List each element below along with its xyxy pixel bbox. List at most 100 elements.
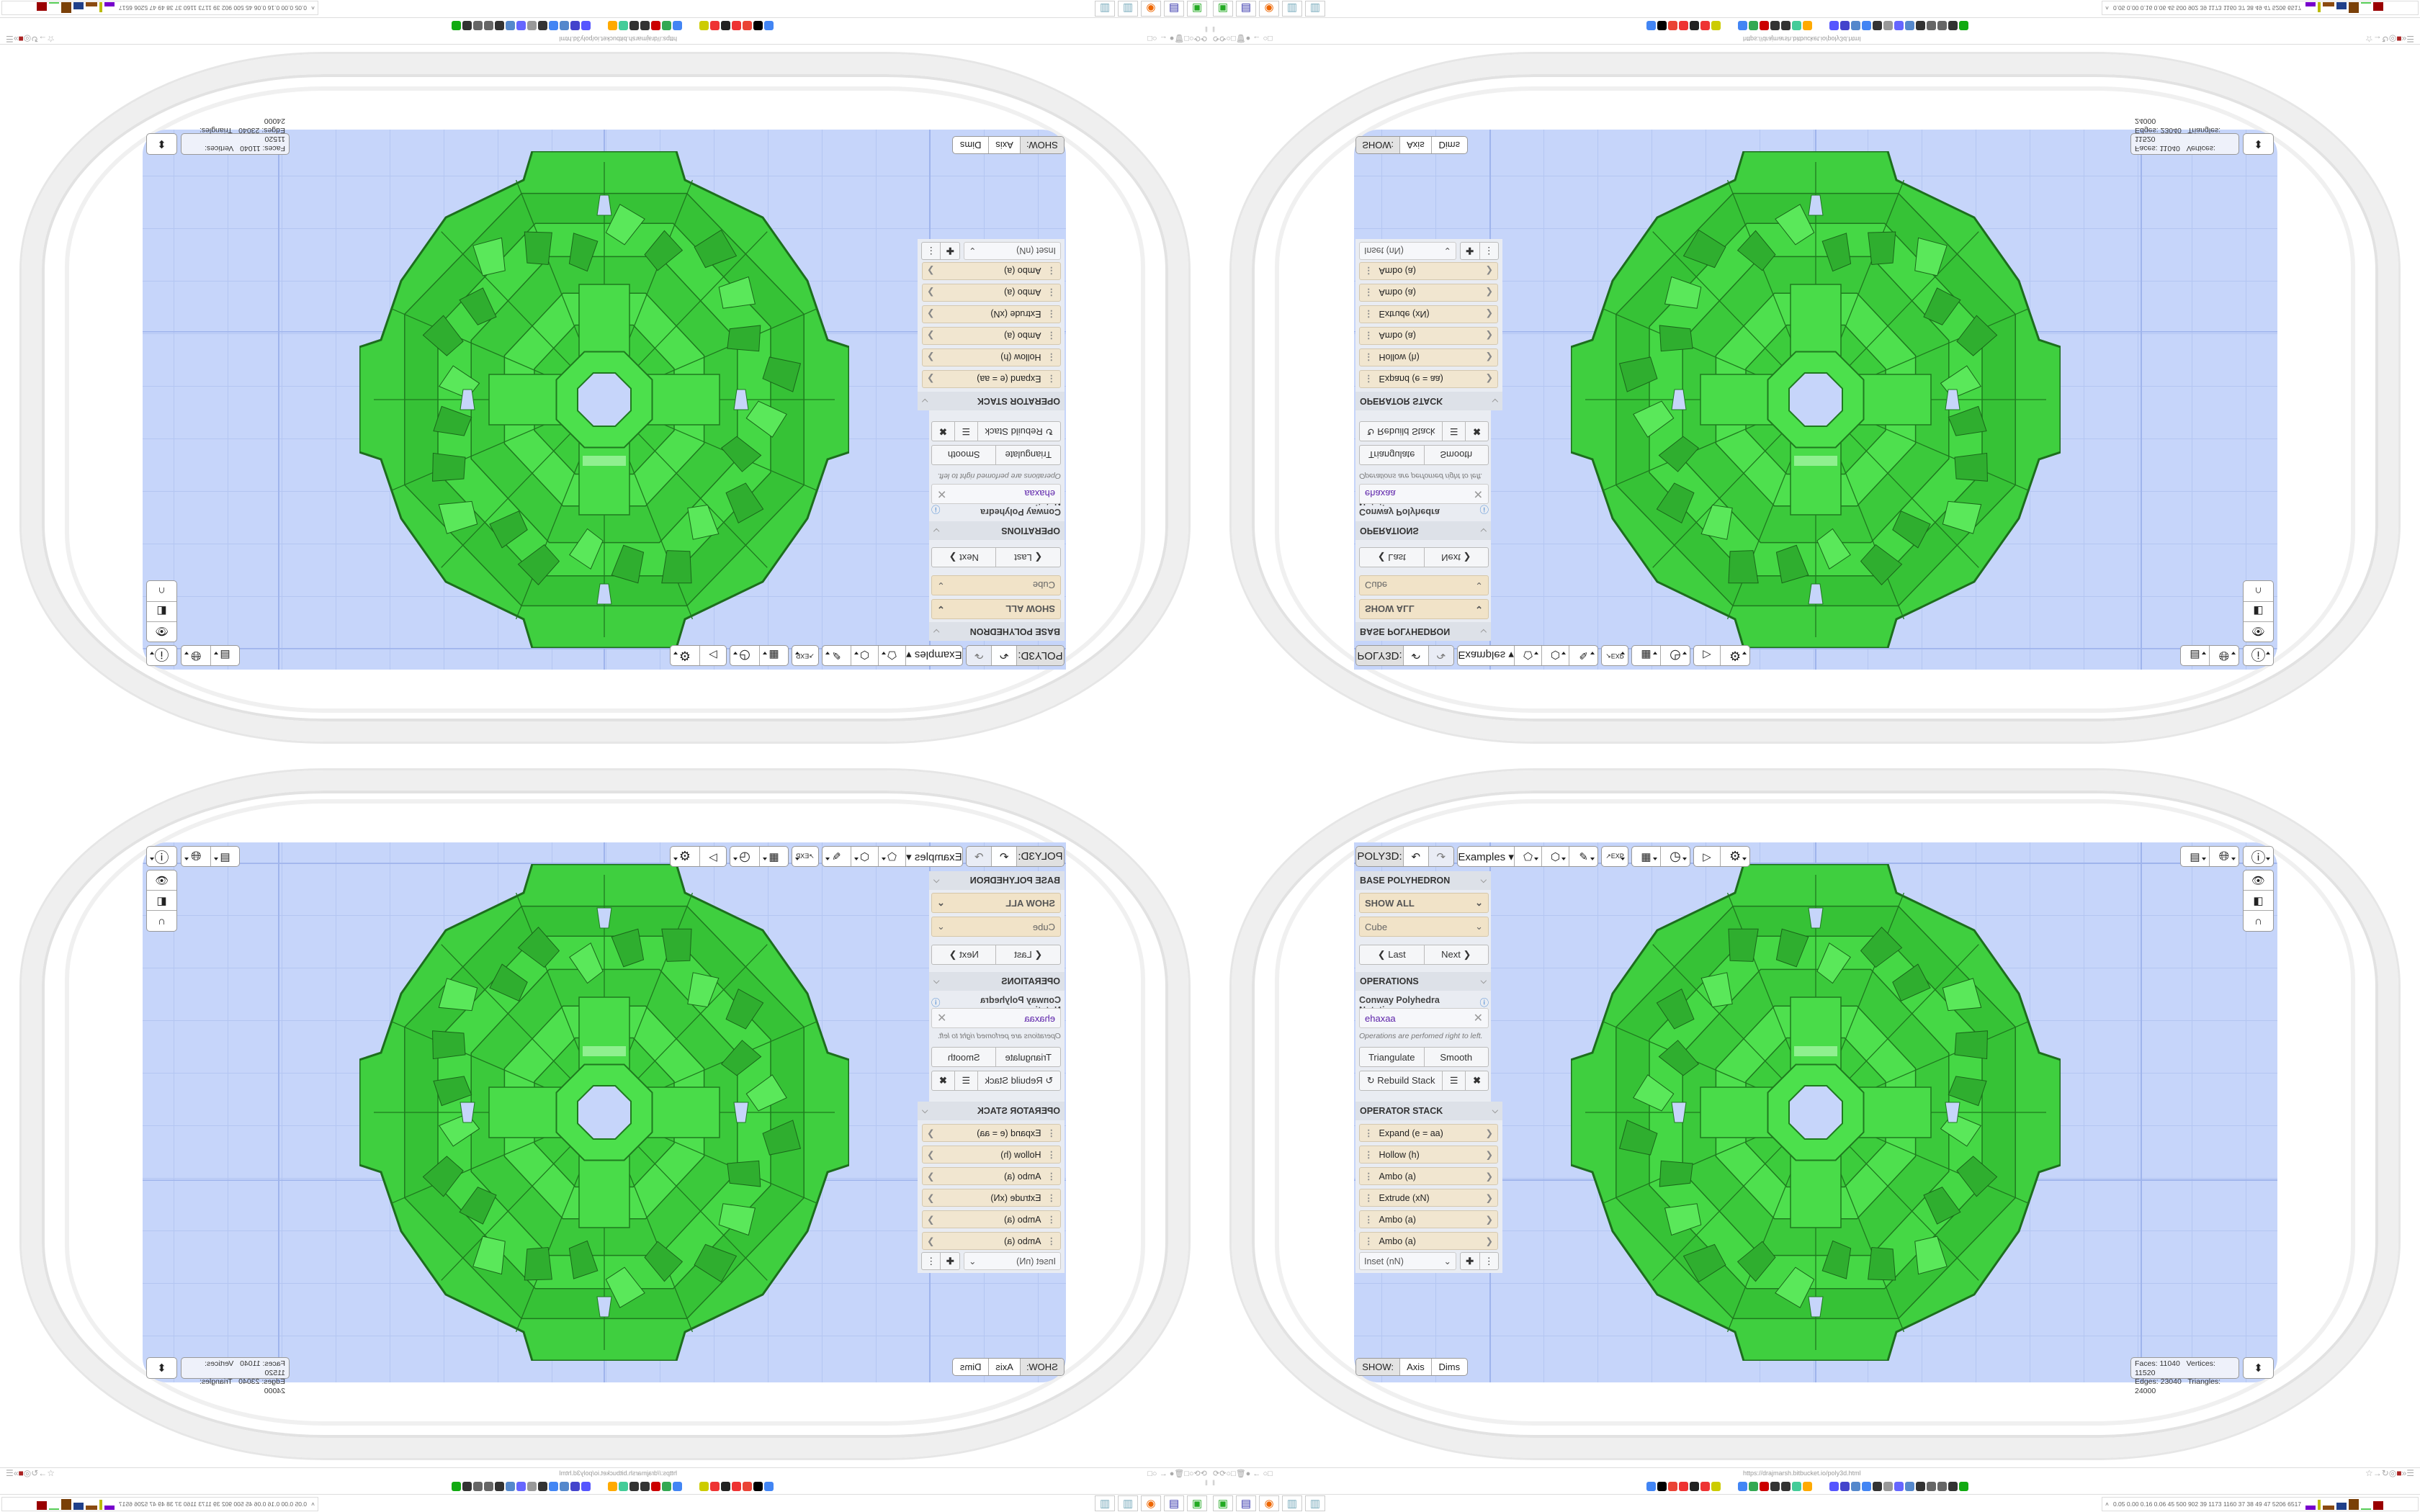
calendar-grid-icon[interactable]: ▦ [758,847,788,866]
dims-toggle[interactable]: Dims [959,1362,982,1372]
bookmark-icon[interactable] [452,20,461,30]
drag-handle-icon[interactable]: ⋮ [1047,352,1057,362]
operator-item[interactable]: ⋮ Extrude (xN) ❯ [1359,1189,1498,1207]
chevron-right-icon[interactable]: ❯ [927,287,935,297]
globe-icon[interactable]: 🌐︎ [2210,646,2238,665]
chevron-right-icon[interactable]: ❯ [1485,1128,1493,1138]
bookmark-icon[interactable] [1916,20,1925,30]
chevron-right-icon[interactable]: ❯ [927,1171,935,1182]
last-button[interactable]: ❮ Last [1360,548,1425,567]
edit-pen-icon[interactable]: ✎ [823,646,851,665]
bookmark-icon[interactable] [1927,20,1936,30]
more-options-icon[interactable]: ⋮ [1484,246,1494,257]
clock-icon[interactable]: ◷ [1661,646,1690,665]
notation-input[interactable]: ehaxaa ✕ [931,484,1061,504]
3d-viewport[interactable] [1354,842,2277,1382]
bookmark-icon[interactable] [1840,20,1850,30]
operator-item[interactable]: ⋮ Expand (e = aa) ❯ [1359,1124,1498,1142]
browser-toolbar-icons[interactable]: ☆→↻◎■»☰ [2365,34,2414,44]
operator-item[interactable]: ⋮ Hollow (h) ❯ [1359,1146,1498,1164]
bookmark-icon[interactable] [1657,1482,1667,1492]
taskbar-notepad-icon[interactable]: ▥ [1282,1495,1302,1511]
bookmark-icon[interactable] [581,20,591,30]
close-icon[interactable]: ✖ [1473,1075,1482,1086]
chevron-right-icon[interactable]: ❯ [927,352,935,362]
operator-stack-header[interactable]: OPERATOR STACK ⌵ [1355,1102,1502,1120]
toggle-icon[interactable]: ◧ [147,601,176,621]
bookmark-icon[interactable] [1770,20,1780,30]
bookmark-icon[interactable] [1894,1482,1904,1492]
collapse-icon[interactable]: ˄ [2105,1500,2109,1508]
add-operator-select[interactable]: Inset (nN) ⌄ [964,1252,1061,1270]
examples-dropdown[interactable]: Examples ▾ [1458,847,1515,866]
drag-handle-icon[interactable]: ⋮ [1047,309,1057,319]
bookmark-icon[interactable] [629,1482,639,1492]
info-icon[interactable]: ⓘ [147,847,176,866]
more-options-icon[interactable]: ⋮ [926,1255,936,1266]
examples-dropdown[interactable]: Examples ▾ [1458,646,1515,665]
bookmark-icon[interactable] [560,1482,569,1492]
play-icon[interactable]: ▷ [1694,646,1721,665]
clear-icon[interactable]: ✕ [1473,1012,1483,1025]
operations-header[interactable]: OPERATIONS ⌵ [1355,521,1491,540]
drag-handle-icon[interactable]: ⋮ [1364,1150,1373,1160]
redo-button[interactable]: ↷ [967,646,992,665]
rebuild-stack-button[interactable]: ↻ Rebuild Stack [977,422,1060,441]
notation-input[interactable]: ehaxaa ✕ [1359,484,1489,504]
base-polyhedron-header[interactable]: BASE POLYHEDRON ⌵ [1355,871,1491,890]
settings-gear-icon[interactable]: ⚙ [1721,646,1749,665]
operator-item[interactable]: ⋮ Expand (e = aa) ❯ [922,370,1061,388]
nav-icons[interactable]: ⟳⟳○□🗑︎● ← ○□ [1147,1470,1207,1478]
nav-icons[interactable]: ⟳⟳○□🗑︎● ← ○□ [1213,1470,1273,1478]
close-icon[interactable]: ✖ [938,1075,947,1086]
drag-handle-icon[interactable]: ⋮ [1047,1236,1057,1246]
export-icon[interactable]: ↗EXP [792,646,818,665]
taskbar-app-icon[interactable]: ▣ [1187,1,1207,17]
info-icon[interactable]: ⓘ [147,646,176,665]
bookmark-icon[interactable] [538,20,547,30]
taskbar-firefox-icon[interactable]: ◉ [1141,1,1161,17]
bookmark-icon[interactable] [1749,1482,1758,1492]
smooth-button[interactable]: Smooth [947,1051,980,1063]
bookmark-icon[interactable] [1803,1482,1812,1492]
bookmark-icon[interactable] [619,20,628,30]
export-icon[interactable]: ↗EXP [792,847,818,866]
smooth-button[interactable]: Smooth [947,449,980,461]
bookmark-icon[interactable] [764,20,774,30]
bookmark-icon[interactable] [1840,1482,1850,1492]
operator-item[interactable]: ⋮ Ambo (a) ❯ [1359,262,1498,280]
bookmark-icon[interactable] [473,20,483,30]
bookmark-icon[interactable] [1749,20,1758,30]
operator-stack-header[interactable]: OPERATOR STACK ⌵ [918,392,1065,410]
operator-item[interactable]: ⋮ Ambo (a) ❯ [1359,284,1498,302]
play-icon[interactable]: ▷ [699,646,726,665]
bookmark-icon[interactable] [484,1482,493,1492]
cube-view-icon[interactable]: ⬡ [1541,646,1570,665]
cube-view-icon[interactable]: ⬡ [850,847,879,866]
bookmark-icon[interactable] [1948,20,1958,30]
taskbar-firefox-icon[interactable]: ◉ [1141,1495,1161,1511]
drag-handle-icon[interactable]: ⋮ [1047,374,1057,384]
triangulate-button[interactable]: Triangulate [995,446,1060,464]
plus-icon[interactable]: ✚ [940,1253,959,1269]
bookmarks-bar[interactable] [1646,1480,1969,1493]
taskbar-floppy-icon[interactable]: ▤ [1236,1,1256,17]
bookmark-icon[interactable] [1690,1482,1699,1492]
magnet-icon[interactable]: ∩ [2254,914,2262,927]
chevron-right-icon[interactable]: ❯ [1485,309,1493,319]
calendar-grid-icon[interactable]: ▦ [1632,646,1662,665]
bookmark-icon[interactable] [570,20,580,30]
clock-icon[interactable]: ◷ [730,847,759,866]
url-bar[interactable]: https://drajmarsh.bitbucket.io/poly3d.ht… [1743,1470,1861,1477]
chevron-right-icon[interactable]: ❯ [1485,1215,1493,1225]
taskbar-notepad-icon[interactable]: ▥ [1282,1,1302,17]
next-button[interactable]: Next ❯ [1441,949,1471,960]
bookmark-icon[interactable] [1927,1482,1936,1492]
axis-toggle[interactable]: Axis [1400,137,1432,153]
dims-toggle[interactable]: Dims [1438,1362,1461,1372]
add-operator-select[interactable]: Inset (nN) ⌄ [1359,242,1456,260]
bookmark-icon[interactable] [1792,1482,1801,1492]
export-icon[interactable]: ↗EXP [1602,847,1628,866]
paint-bucket-icon[interactable]: ⬠ [1515,646,1542,665]
bookmark-icon[interactable] [1792,20,1801,30]
